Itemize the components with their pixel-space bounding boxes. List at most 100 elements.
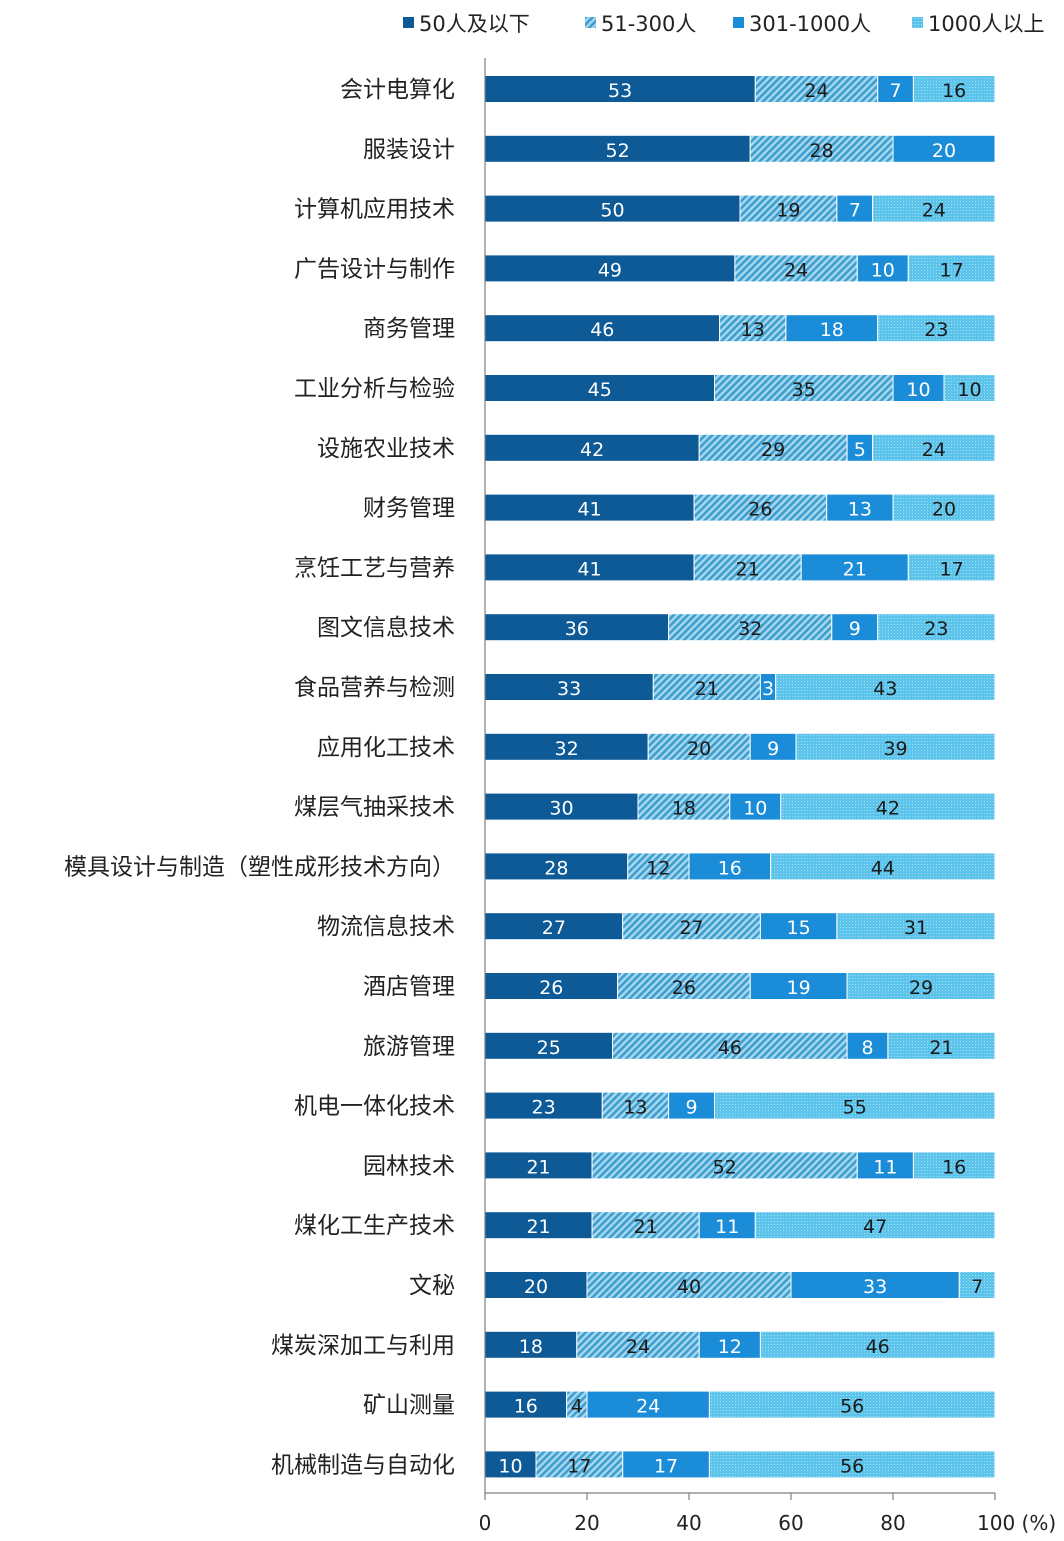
category-label: 设施农业技术 (317, 436, 455, 462)
data-label: 18 (672, 798, 696, 820)
bar-segment (484, 374, 715, 402)
data-label: 21 (695, 678, 719, 700)
bar-segment (535, 1450, 624, 1479)
bar-row: 服装设计 52 28 20 (363, 134, 996, 163)
legend-swatch (912, 17, 923, 28)
bar-segment (877, 75, 914, 103)
data-label: 20 (524, 1276, 548, 1298)
data-label: 18 (519, 1336, 543, 1358)
data-label: 11 (873, 1156, 897, 1178)
bar-row: 机械制造与自动化 10 17 17 56 (271, 1450, 996, 1479)
legend-label: 51-300人 (601, 12, 696, 36)
category-label: 矿山测量 (363, 1393, 455, 1419)
bar-segment (647, 732, 751, 761)
bar-segment (637, 792, 731, 821)
category-label: 机械制造与自动化 (271, 1452, 455, 1478)
bar-segment (734, 254, 858, 283)
bar-segment (484, 134, 751, 163)
data-label: 25 (537, 1037, 561, 1059)
data-label: 33 (863, 1276, 887, 1298)
bar-segment (892, 374, 945, 402)
bar-segment (836, 912, 996, 941)
bar-row: 图文信息技术 36 32 9 23 (317, 613, 996, 642)
data-label: 23 (924, 319, 948, 341)
bar-segment (484, 493, 695, 522)
bar-segment (785, 314, 879, 343)
bar-row: 旅游管理 25 46 8 21 (363, 1031, 996, 1060)
category-label: 模具设计与制造（塑性成形技术方向） (64, 854, 455, 880)
category-label: 财务管理 (363, 496, 455, 522)
data-label: 5 (854, 439, 866, 461)
data-label: 27 (542, 917, 566, 939)
category-label: 商务管理 (363, 316, 455, 342)
bar-segment (714, 374, 894, 402)
data-label: 55 (843, 1097, 867, 1119)
bar-segment (484, 1091, 603, 1120)
data-label: 16 (718, 857, 742, 879)
category-label: 烹饪工艺与营养 (294, 555, 455, 581)
data-label: 46 (866, 1336, 890, 1358)
bar-row: 酒店管理 26 26 19 29 (363, 972, 996, 1000)
bar-segment (591, 1211, 700, 1240)
x-tick-label: 0 (479, 1511, 492, 1535)
bar-segment (892, 134, 996, 163)
bar-row: 煤层气抽采技术 30 18 10 42 (294, 792, 996, 821)
legend-swatch (403, 17, 414, 28)
bar-row: 文秘 20 40 33 7 (409, 1271, 996, 1299)
data-label: 56 (840, 1455, 864, 1477)
data-label: 12 (718, 1336, 742, 1358)
bar-segment (775, 673, 996, 701)
bar-segment (484, 75, 756, 103)
data-label: 26 (539, 977, 563, 999)
data-label: 24 (922, 439, 946, 461)
category-label: 应用化工技术 (317, 735, 455, 761)
bar-segment (484, 673, 654, 701)
bar-segment (688, 852, 772, 881)
data-label: 3 (762, 678, 774, 700)
bar-segment (872, 194, 996, 223)
bar-segment (484, 254, 736, 283)
data-label: 4 (571, 1396, 583, 1418)
x-tick-label: 20 (574, 1511, 599, 1535)
legend-label: 50人及以下 (419, 12, 530, 36)
category-label: 旅游管理 (363, 1034, 455, 1060)
legend-item-4: 1000人以上 (912, 12, 1044, 36)
data-label: 20 (687, 738, 711, 760)
bar-row: 园林技术 21 52 11 16 (363, 1151, 996, 1180)
data-label: 21 (634, 1216, 658, 1238)
bar-segment (790, 1271, 960, 1299)
bar-row: 煤炭深加工与利用 18 24 12 46 (271, 1330, 996, 1359)
bar-segment (759, 912, 838, 941)
bar-segment (872, 433, 996, 462)
bar-segment (770, 852, 996, 881)
bar-segment (586, 1390, 710, 1419)
category-label: 物流信息技术 (317, 914, 455, 940)
x-tick-label: 100 (%) (977, 1511, 1056, 1535)
data-label: 16 (514, 1396, 538, 1418)
data-label: 16 (942, 80, 966, 102)
bar-row: 广告设计与制作 49 24 10 17 (294, 254, 996, 283)
bar-segment (484, 852, 629, 881)
data-label: 17 (567, 1455, 591, 1477)
bar-row: 应用化工技术 32 20 9 39 (317, 732, 996, 761)
bar-segment (484, 912, 624, 941)
bar-segment (586, 1271, 792, 1299)
bar-segment (622, 912, 761, 941)
bar-segment (484, 613, 670, 642)
data-label: 40 (677, 1276, 701, 1298)
legend-item-3: 301-1000人 (733, 12, 871, 36)
category-label: 图文信息技术 (317, 615, 455, 641)
bar-segment (877, 314, 996, 343)
data-label: 49 (598, 259, 622, 281)
bar-segment (698, 1330, 761, 1359)
data-label: 42 (876, 798, 900, 820)
data-label: 43 (873, 678, 897, 700)
bar-segment (759, 1330, 996, 1359)
data-label: 56 (840, 1396, 864, 1418)
data-label: 7 (971, 1276, 983, 1298)
bar-segment (652, 673, 761, 701)
data-label: 46 (718, 1037, 742, 1059)
bar-segment (591, 1151, 858, 1180)
bar-segment (484, 1271, 588, 1299)
